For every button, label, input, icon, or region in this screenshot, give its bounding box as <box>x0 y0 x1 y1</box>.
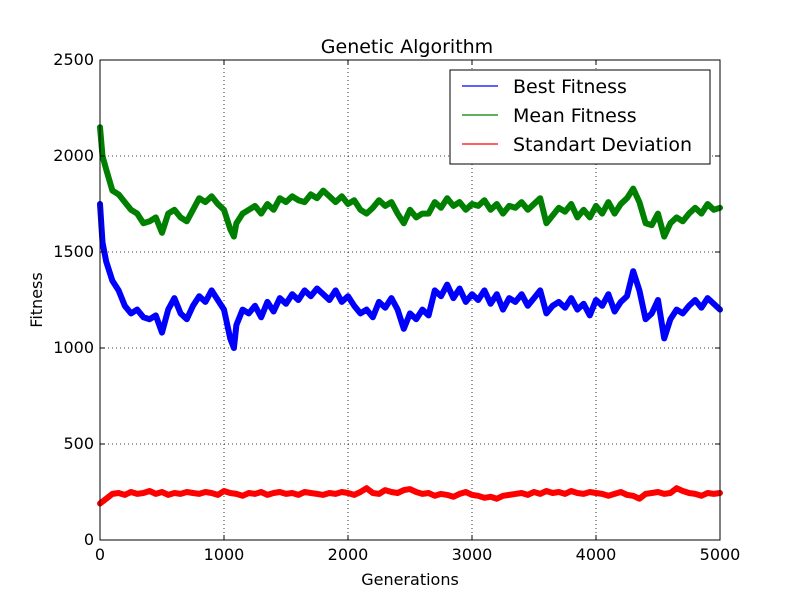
chart-title: Genetic Algorithm <box>321 36 493 58</box>
series-line-mean-fitness <box>97 124 723 240</box>
y-tick-label: 0 <box>84 530 94 549</box>
y-tick-label: 1500 <box>53 242 94 261</box>
x-axis-label: Generations <box>361 570 459 589</box>
series-line-best-fitness <box>97 201 723 351</box>
x-tick-label: 1000 <box>204 545 245 564</box>
plot-frame <box>99 59 721 541</box>
x-tick-label: 4000 <box>576 545 617 564</box>
legend: Best Fitness Mean Fitness Standart Devia… <box>449 69 711 165</box>
axis-ticks: 0 1000 2000 3000 4000 5000 0 500 1000 1500 2000 250… <box>53 50 740 564</box>
series-line-standart-deviation <box>97 485 723 507</box>
series-group <box>97 124 723 507</box>
x-tick-label: 3000 <box>452 545 493 564</box>
y-tick-label: 500 <box>63 434 94 453</box>
y-tick-label: 1000 <box>53 338 94 357</box>
x-tick-label: 5000 <box>700 545 741 564</box>
legend-label-standart-deviation: Standart Deviation <box>513 134 692 156</box>
legend-label-best-fitness: Best Fitness <box>513 76 627 98</box>
y-axis-label: Fitness <box>27 272 46 327</box>
x-tick-label: 0 <box>95 545 105 564</box>
legend-label-mean-fitness: Mean Fitness <box>513 105 637 127</box>
x-tick-label: 2000 <box>328 545 369 564</box>
y-tick-label: 2500 <box>53 50 94 69</box>
y-tick-label: 2000 <box>53 146 94 165</box>
